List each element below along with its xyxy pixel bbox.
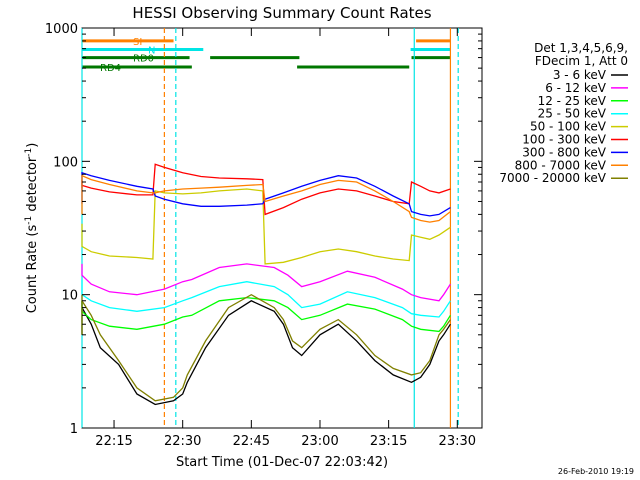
series-line-7 <box>81 174 451 223</box>
y-axis-label-main: Count Rate (s <box>25 225 40 314</box>
flag-label-rd4: RD4 <box>100 63 121 74</box>
legend-header-line2: FDecim 1, Att 0 <box>535 54 628 68</box>
series-line-8 <box>81 293 451 402</box>
series-line-6 <box>81 171 451 217</box>
legend-label-5: 100 - 300 keV <box>522 133 606 147</box>
legend-label-0: 3 - 6 keV <box>553 68 607 82</box>
legend-header-line1: Det 1,3,4,5,6,9, <box>534 41 628 55</box>
y-axis-label-mid: detector <box>25 156 40 216</box>
legend-label-4: 50 - 100 keV <box>530 120 607 134</box>
x-axis-label: Start Time (01-Dec-07 22:03:42) <box>176 455 388 470</box>
x-tick-label-4: 23:15 <box>370 434 407 449</box>
plot-frame <box>81 27 483 429</box>
series-line-1 <box>81 263 451 302</box>
legend-label-1: 6 - 12 keV <box>545 81 607 95</box>
legend-label-3: 25 - 50 keV <box>538 107 607 121</box>
y-tick-label-3: 1000 <box>45 22 78 37</box>
y-tick-label-2: 100 <box>53 155 78 170</box>
data-series <box>81 163 451 406</box>
flag-label-n: N <box>148 45 155 56</box>
mode-change-lines <box>81 28 459 428</box>
chart-title: HESSI Observing Summary Count Rates <box>132 4 431 22</box>
x-tick-label-3: 23:00 <box>301 434 338 449</box>
series-line-3 <box>81 279 451 318</box>
render-timestamp: 26-Feb-2010 19:19 <box>558 467 634 476</box>
series-line-0 <box>81 300 451 406</box>
legend-label-2: 12 - 25 keV <box>538 94 607 108</box>
y-axis-label-end: ) <box>25 143 40 148</box>
legend-label-7: 800 - 7000 keV <box>515 158 607 172</box>
legend: Det 1,3,4,5,6,9, FDecim 1, Att 0 3 - 6 k… <box>499 41 628 185</box>
x-tick-label-2: 22:45 <box>233 434 270 449</box>
legend-label-6: 300 - 800 keV <box>522 145 606 159</box>
y-axis-label-sup1: -1 <box>24 216 34 225</box>
y-axis-label-sup2: -1 <box>24 148 34 157</box>
flag-label-rd0: RD0 <box>133 54 154 65</box>
legend-label-8: 7000 - 20000 keV <box>499 171 606 185</box>
y-tick-label-0: 1 <box>70 422 78 437</box>
series-line-4 <box>81 188 451 265</box>
y-axis-label: Count Rate (s-1 detector-1) <box>24 143 40 314</box>
x-tick-label-5: 23:30 <box>439 434 476 449</box>
y-tick-label-1: 10 <box>61 289 78 304</box>
axis-ticks: 22:15 22:30 22:45 23:00 23:15 23:30 1 10 100 1000 <box>45 22 482 449</box>
flag-label-si: SI <box>133 37 142 48</box>
x-tick-label-1: 22:30 <box>164 434 201 449</box>
x-tick-label-0: 22:15 <box>95 434 132 449</box>
series-line-5 <box>81 163 451 216</box>
